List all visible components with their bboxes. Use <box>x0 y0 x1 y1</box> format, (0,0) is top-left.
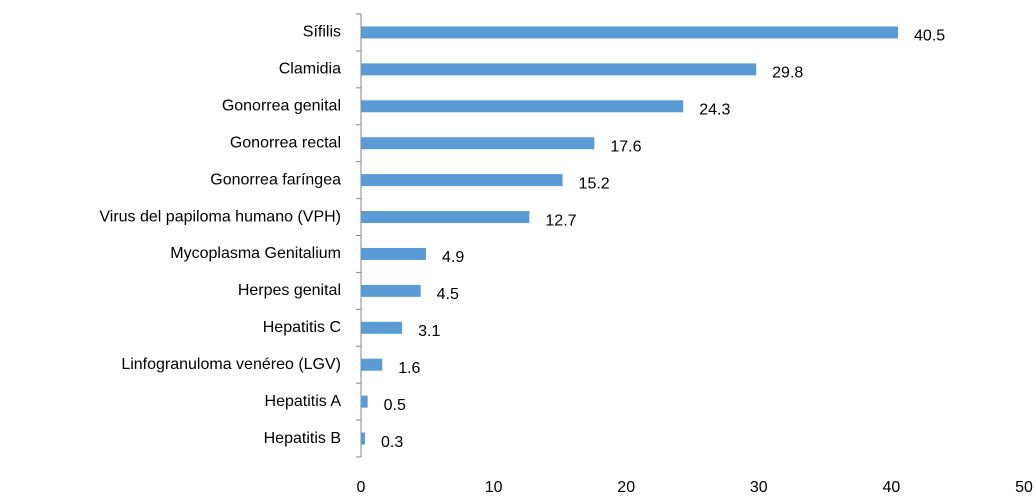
bar <box>361 247 426 260</box>
y-tick-label: Hepatitis B <box>264 430 341 447</box>
data-label: 17.6 <box>610 138 641 155</box>
y-tick-label: Linfogranuloma venéreo (LGV) <box>121 356 341 373</box>
data-label: 29.8 <box>772 65 803 82</box>
data-label: 15.2 <box>579 175 610 192</box>
y-tick-label: Sífilis <box>303 24 341 41</box>
y-tick-label: Gonorrea rectal <box>230 134 341 151</box>
bar <box>361 211 530 224</box>
bar <box>361 284 421 297</box>
y-tick-label: Virus del papiloma humano (VPH) <box>99 208 341 225</box>
y-tick-label: Clamidia <box>279 61 341 78</box>
data-label: 40.5 <box>914 28 945 45</box>
y-tick-label: Gonorrea genital <box>222 98 341 115</box>
bar <box>361 137 595 150</box>
y-tick-label: Mycoplasma Genitalium <box>170 245 341 262</box>
data-label: 4.5 <box>437 286 459 303</box>
bar <box>361 174 563 187</box>
x-tick-label: 30 <box>750 479 768 496</box>
data-label: 3.1 <box>418 323 440 340</box>
x-tick-label: 0 <box>357 479 366 496</box>
bar <box>361 100 684 113</box>
y-tick-label: Hepatitis C <box>263 319 341 336</box>
x-tick-label: 20 <box>617 479 635 496</box>
x-tick-label: 10 <box>485 479 503 496</box>
bar <box>361 358 383 371</box>
bar <box>361 26 899 39</box>
data-label: 0.3 <box>381 434 403 451</box>
y-tick-label: Hepatitis A <box>265 393 342 410</box>
y-tick-label: Herpes genital <box>238 282 341 299</box>
bar <box>361 432 365 445</box>
x-tick-label: 40 <box>883 479 901 496</box>
x-tick-label: 50 <box>1015 479 1033 496</box>
data-label: 12.7 <box>545 212 576 229</box>
y-tick-label: Gonorrea faríngea <box>210 171 341 188</box>
bar <box>361 395 368 408</box>
data-label: 0.5 <box>384 397 406 414</box>
data-label: 1.6 <box>398 360 420 377</box>
bar <box>361 63 757 76</box>
data-label: 24.3 <box>699 102 730 119</box>
data-label: 4.9 <box>442 249 464 266</box>
bar <box>361 321 403 334</box>
